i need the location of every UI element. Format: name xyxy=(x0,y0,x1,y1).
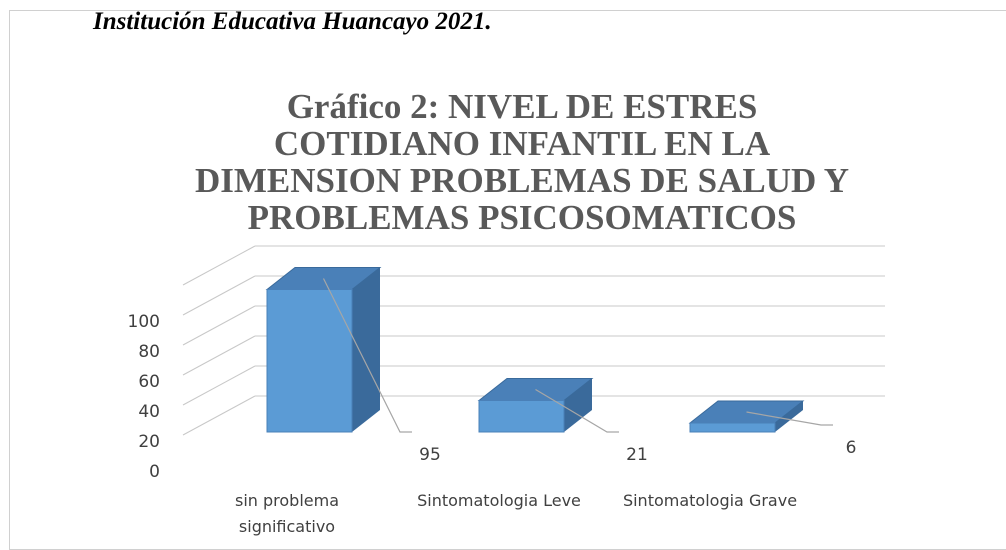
grid-line xyxy=(182,275,256,316)
page: Institución Educativa Huancayo 2021. 0 20… xyxy=(9,8,1006,550)
grid-line xyxy=(182,365,256,406)
leader-line xyxy=(322,278,412,433)
x-tick-label: sin problema significativo xyxy=(234,491,339,536)
chart: 0 20 40 60 80 100 95 21 6 xyxy=(128,245,885,482)
bar-side xyxy=(775,401,803,432)
y-tick-label: 20 xyxy=(138,432,160,452)
x-tick-label: Sintomatologia Grave xyxy=(622,491,798,510)
bar xyxy=(689,422,776,433)
data-label: 21 xyxy=(626,445,648,465)
bar xyxy=(478,400,565,433)
document-heading: Institución Educativa Huancayo 2021. xyxy=(93,8,492,35)
data-label: 95 xyxy=(419,445,441,465)
leader-line xyxy=(746,411,833,426)
chart-title: Gráfico 2: NIVEL DE ESTRES COTIDIANO INF… xyxy=(194,87,850,237)
bar xyxy=(266,289,353,433)
y-tick-label: 100 xyxy=(128,312,160,332)
data-label: 6 xyxy=(846,438,857,458)
grid-line xyxy=(182,245,256,286)
leader-line xyxy=(535,388,619,433)
grid-line xyxy=(182,395,256,436)
y-tick-label: 60 xyxy=(138,372,160,392)
bar-side xyxy=(564,378,592,432)
x-tick-label: Sintomatologia Leve xyxy=(417,491,581,510)
grid-line xyxy=(182,305,256,346)
grid-line xyxy=(182,335,256,376)
bar-side xyxy=(352,267,380,432)
y-tick-label: 0 xyxy=(149,462,160,482)
y-tick-label: 80 xyxy=(138,342,160,362)
y-tick-label: 40 xyxy=(138,402,160,422)
